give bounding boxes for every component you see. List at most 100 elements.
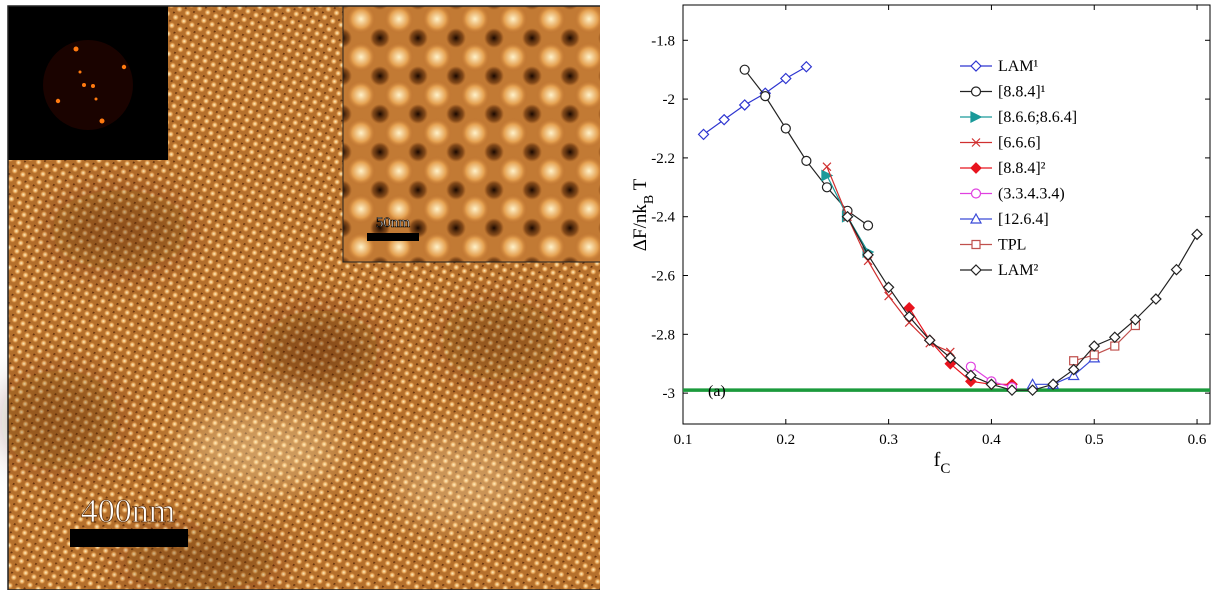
data-point (1006, 384, 1018, 397)
series-line (703, 66, 807, 135)
series (697, 60, 813, 141)
legend-label: [8.8.4]² (998, 160, 1046, 177)
data-point (821, 169, 834, 182)
x-label-sub: C (940, 461, 950, 477)
inset-scale-bar (367, 233, 419, 241)
plot-frame (682, 4, 1211, 425)
data-point (985, 378, 998, 391)
x-axis-label: fC (934, 449, 951, 477)
legend-marker (970, 264, 982, 276)
x-tick-label: 0.1 (674, 432, 693, 448)
inset-scale-label: 50nm (376, 215, 411, 231)
data-point (1150, 293, 1162, 305)
y-tick-label: -2.8 (651, 327, 675, 343)
y-tick-label: -2 (663, 92, 676, 108)
series-line (908, 307, 1012, 385)
series (822, 162, 955, 357)
data-point (862, 249, 874, 261)
data-point (822, 162, 832, 172)
data-point (1067, 363, 1080, 376)
data-point (779, 72, 792, 85)
data-point (923, 334, 936, 347)
data-point (1129, 313, 1142, 326)
data-point (1088, 340, 1101, 352)
y-tick-label: -3 (663, 386, 676, 402)
data-point (738, 99, 751, 111)
legend-label: LAM¹ (998, 58, 1039, 75)
legend-label: TPL (998, 237, 1026, 254)
x-tick-label: 0.2 (776, 432, 795, 448)
data-point (1191, 228, 1203, 241)
y-label-sub: B (642, 195, 657, 204)
legend-marker (969, 212, 983, 224)
data-point (1069, 356, 1079, 366)
series (1026, 351, 1101, 389)
data-point (1026, 384, 1039, 397)
scale-label: 400nm (81, 493, 175, 530)
fft-halo (43, 40, 133, 130)
data-point (1108, 331, 1121, 344)
data-point (697, 128, 710, 141)
scale-bar (70, 529, 188, 547)
legend-marker (970, 188, 982, 199)
data-point (1047, 378, 1059, 391)
legend-label: LAM² (998, 262, 1039, 279)
data-point (801, 155, 812, 166)
afm-image-panel: 50nm 400nm (0, 5, 600, 590)
series-line (846, 216, 1198, 391)
y-tick-label: -2.6 (651, 269, 675, 285)
data-point (780, 123, 791, 134)
series-line (1073, 325, 1136, 362)
legend-label: [12.6.4] (998, 211, 1049, 228)
y-label-main: ΔF/nk (630, 204, 651, 252)
legend: LAM¹ [8.8.4]¹ [8.6.6;8.6.4] [6.6.6] [8.8.4]²… (960, 58, 1077, 279)
legend-label: [6.6.6] (998, 135, 1041, 152)
data-point (862, 220, 874, 231)
data-point (718, 113, 730, 126)
data-point (945, 347, 955, 357)
legend-marker (970, 162, 982, 174)
x-tick-label: 0.4 (982, 432, 1001, 448)
legend-marker (971, 138, 981, 147)
data-point (965, 369, 977, 382)
data-point (760, 91, 771, 102)
image-border (7, 5, 600, 590)
zoom-inset (342, 5, 600, 263)
data-point (965, 375, 977, 388)
x-tick-label: 0.5 (1085, 432, 1104, 448)
data-point (841, 210, 854, 223)
series-line (1032, 357, 1095, 385)
chart: ΔF/nkB T fC 0.1 0.2 0.3 0.4 0.5 0.6 -1.8 -2 -2.2… (630, 4, 1211, 477)
legend-label: [8.8.4]¹ (998, 84, 1046, 101)
legend-label: (3.3.4.3.4) (998, 186, 1065, 203)
data-point (1110, 341, 1120, 351)
y-tick-label: -2.4 (651, 210, 675, 226)
data-point (944, 351, 957, 364)
x-label-main: f (934, 449, 941, 471)
data-point (903, 310, 916, 323)
x-tick-label: 0.3 (879, 432, 898, 448)
y-axis-label: ΔF/nkB T (630, 178, 657, 251)
annotation: (a) (708, 383, 726, 400)
legend-marker (971, 239, 981, 250)
data-point (1170, 263, 1183, 276)
series (903, 302, 1018, 391)
data-point (821, 182, 833, 193)
data-point (1089, 350, 1099, 360)
data-point (739, 64, 750, 75)
x-tick-label: 0.6 (1188, 432, 1207, 448)
y-label-tail: T (630, 178, 651, 194)
fft-spots (55, 46, 127, 124)
legend-label: [8.6.6;8.6.4] (998, 109, 1077, 126)
series (739, 64, 874, 231)
y-tick-label: -1.8 (651, 33, 675, 49)
data-point (882, 281, 895, 294)
legend-marker (970, 60, 982, 72)
data-point (944, 357, 957, 370)
legend-marker (970, 111, 983, 123)
series-line (826, 166, 951, 353)
legend-marker (970, 86, 982, 97)
y-tick-label: -2.2 (651, 151, 675, 167)
series (1069, 320, 1140, 366)
